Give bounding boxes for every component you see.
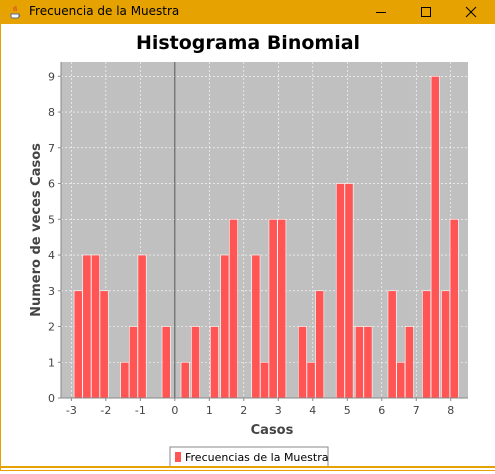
x-tick-label: -1 [135,404,146,417]
histogram-bar [363,326,373,399]
x-tick-label: 3 [275,404,282,417]
title-bar[interactable]: Frecuencia de la Muestra [1,0,495,24]
maximize-button[interactable] [403,0,449,24]
histogram-bar [260,361,269,399]
histogram-bar [449,218,459,399]
x-tick-label: 6 [378,404,385,417]
histogram-bar [387,290,397,399]
plot-area [61,62,468,398]
histogram-bar [344,183,354,399]
y-tick-label: 6 [48,178,55,191]
histogram-bar [99,290,109,399]
histogram-bar [422,290,432,399]
histogram-chart: Histograma Binomial 0 1 2 3 4 5 6 7 8 9 -3 -2 -1 0 1 2 3… [29,32,468,468]
x-tick-label: 5 [344,404,351,417]
histogram-bar [441,290,451,399]
y-tick-label: 8 [48,106,55,119]
bar-series [73,75,459,399]
chart-panel: Histograma Binomial 0 1 2 3 4 5 6 7 8 9 -3 -2 -1 0 1 2 3… [2,24,495,470]
minimize-icon [376,12,386,13]
y-tick-label: 3 [48,285,55,298]
histogram-bar [91,254,100,399]
window-title: Frecuencia de la Muestra [29,4,180,18]
histogram-bar [268,218,278,399]
y-tick-label: 5 [48,213,55,226]
histogram-bar [277,218,287,399]
histogram-bar [404,326,414,399]
y-tick-label: 1 [48,356,55,369]
histogram-bar [120,361,130,399]
histogram-bar [298,326,307,399]
histogram-bar [229,218,238,399]
close-icon [465,6,477,18]
histogram-bar [306,361,316,399]
histogram-bar [251,254,261,399]
chart-title: Histograma Binomial [136,32,360,54]
x-tick-label: 1 [206,404,213,417]
legend-swatch [175,452,181,462]
histogram-bar [73,290,83,399]
y-tick-label: 7 [48,142,55,155]
x-tick-label: 7 [413,404,420,417]
maximize-icon [421,7,431,17]
histogram-bar [191,326,200,399]
y-tick-label: 2 [48,321,55,334]
histogram-bar [220,254,230,399]
x-tick-label: -2 [100,404,111,417]
histogram-bar [82,254,92,399]
histogram-bar [210,326,219,399]
y-tick-label: 4 [48,249,55,262]
java-app-icon [10,5,21,19]
histogram-bar [335,183,345,399]
minimize-button[interactable] [358,0,404,24]
y-tick-label: 9 [48,70,55,83]
histogram-bar [128,326,138,399]
histogram-bar [315,290,325,399]
x-tick-label: 2 [240,404,247,417]
axes: 0 1 2 3 4 5 6 7 8 9 -3 -2 -1 0 1 2 3 4 5 6 7 8 [48,62,468,417]
y-tick-label: 0 [48,392,55,405]
bottom-border [1,466,495,468]
x-tick-label: -3 [66,404,77,417]
x-axis-label: Casos [251,423,294,438]
legend-label: Frecuencias de la Muestra [185,451,328,464]
histogram-bar [137,254,147,399]
y-axis-label: Numero de veces Casos [29,143,44,317]
histogram-bar [161,326,171,399]
x-tick-label: 8 [447,404,454,417]
histogram-bar [180,361,190,399]
histogram-bar [396,361,406,399]
histogram-bar [354,326,364,399]
close-button[interactable] [448,0,494,24]
histogram-bar [430,75,440,399]
legend: Frecuencias de la Muestra [169,446,329,468]
x-tick-label: 4 [309,404,316,417]
x-tick-label: 0 [171,404,178,417]
